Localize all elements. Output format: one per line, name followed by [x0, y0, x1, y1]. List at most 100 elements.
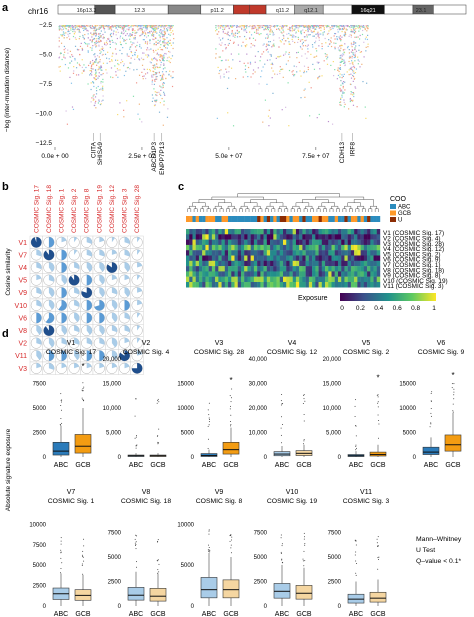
mutation-point — [137, 29, 139, 31]
mutation-point — [155, 49, 157, 52]
exposure-cell — [295, 260, 300, 267]
exposure-cell — [253, 266, 258, 272]
similarity-pie — [61, 325, 67, 335]
similarity-pie — [99, 350, 105, 361]
mutation-point — [163, 62, 165, 65]
mutation-point — [222, 31, 224, 34]
mutation-point — [348, 35, 350, 37]
exposure-cell — [334, 234, 339, 240]
mutation-point — [130, 34, 132, 36]
mutation-point — [102, 26, 105, 28]
dendrogram-branch — [266, 205, 274, 209]
mutation-point — [159, 56, 161, 58]
mutation-point — [93, 94, 95, 96]
mutation-point — [272, 44, 274, 46]
mutation-point — [134, 37, 136, 39]
outlier-point — [230, 414, 232, 416]
mutation-point — [255, 27, 257, 29]
dendrogram-branch — [258, 208, 263, 212]
mutation-point — [149, 32, 151, 34]
mutation-point — [313, 30, 315, 32]
exposure-cell — [260, 255, 264, 261]
exposure-cell — [218, 271, 222, 277]
mutation-point — [300, 39, 302, 41]
outlier-point — [230, 544, 232, 546]
exposure-cell — [276, 271, 280, 277]
similarity-pie — [74, 287, 80, 295]
mutation-point — [133, 38, 135, 40]
mutation-point — [337, 74, 340, 77]
mutation-point — [339, 89, 341, 91]
similarity-pie — [61, 249, 67, 261]
exposure-cell — [266, 239, 271, 246]
mutation-point — [102, 78, 104, 81]
mutation-point — [85, 66, 87, 69]
mutation-point — [270, 55, 272, 57]
exposure-cell — [321, 244, 326, 251]
mutation-point — [349, 55, 351, 58]
exposure-cell — [328, 250, 332, 256]
mutation-point — [63, 32, 65, 34]
mutation-point — [328, 25, 330, 28]
mutation-point — [350, 93, 352, 95]
mutation-point — [137, 28, 139, 30]
similarity-pie — [99, 363, 105, 369]
outlier-point — [134, 538, 136, 540]
exposure-cell — [221, 260, 225, 267]
exposure-cell — [240, 271, 245, 277]
mutation-point — [300, 30, 302, 32]
mutation-point — [275, 57, 277, 59]
mutation-point — [93, 33, 95, 35]
boxplot-ytick-label: 15,000 — [103, 382, 122, 388]
exposure-cell — [273, 250, 277, 256]
mutation-point — [141, 64, 144, 66]
exposure-cell — [202, 234, 206, 240]
exposure-cell — [244, 255, 248, 261]
mutation-point — [144, 42, 146, 44]
exposure-cell — [279, 250, 284, 256]
mutation-point — [344, 48, 346, 51]
exposure-cell — [292, 244, 297, 251]
mutation-point — [342, 81, 345, 83]
similarity-pie — [36, 312, 42, 324]
mutation-point — [348, 60, 350, 63]
mutation-point — [144, 30, 146, 32]
exposure-cell — [302, 244, 306, 251]
mutation-point — [315, 37, 317, 39]
mutation-point — [155, 78, 157, 80]
mutation-point — [121, 28, 123, 30]
mutation-point — [306, 34, 308, 36]
similarity-pie — [137, 350, 143, 356]
similarity-pie — [94, 300, 105, 311]
similarity-pie — [111, 325, 118, 333]
mutation-point — [340, 98, 342, 100]
mutation-point — [99, 103, 102, 106]
exposure-cell — [341, 282, 345, 288]
similarity-pie — [124, 300, 130, 311]
mutation-point — [136, 44, 138, 47]
mutation-point — [158, 91, 160, 93]
mutation-point — [60, 25, 62, 27]
mutation-point — [345, 25, 347, 27]
exposure-cell — [250, 260, 255, 267]
mutation-point — [126, 53, 128, 55]
mutation-point — [355, 68, 358, 70]
mutation-point — [168, 73, 170, 76]
mutation-point — [165, 71, 167, 73]
exposure-cell — [292, 250, 297, 256]
outlier-point — [355, 560, 357, 562]
mutation-point — [342, 87, 344, 89]
exposure-cell — [234, 239, 238, 246]
exposure-cell — [250, 250, 255, 256]
dendrogram — [187, 193, 379, 212]
mutation-point — [146, 49, 148, 51]
mutation-point — [80, 26, 82, 28]
exposure-cell — [253, 234, 258, 240]
exposure-cell — [192, 250, 196, 256]
exposure-cell — [228, 255, 232, 261]
exposure-cell — [354, 282, 358, 288]
mutation-point — [324, 37, 326, 40]
mutation-point — [167, 40, 169, 42]
mutation-point — [353, 25, 355, 27]
outlier-point — [354, 405, 356, 407]
